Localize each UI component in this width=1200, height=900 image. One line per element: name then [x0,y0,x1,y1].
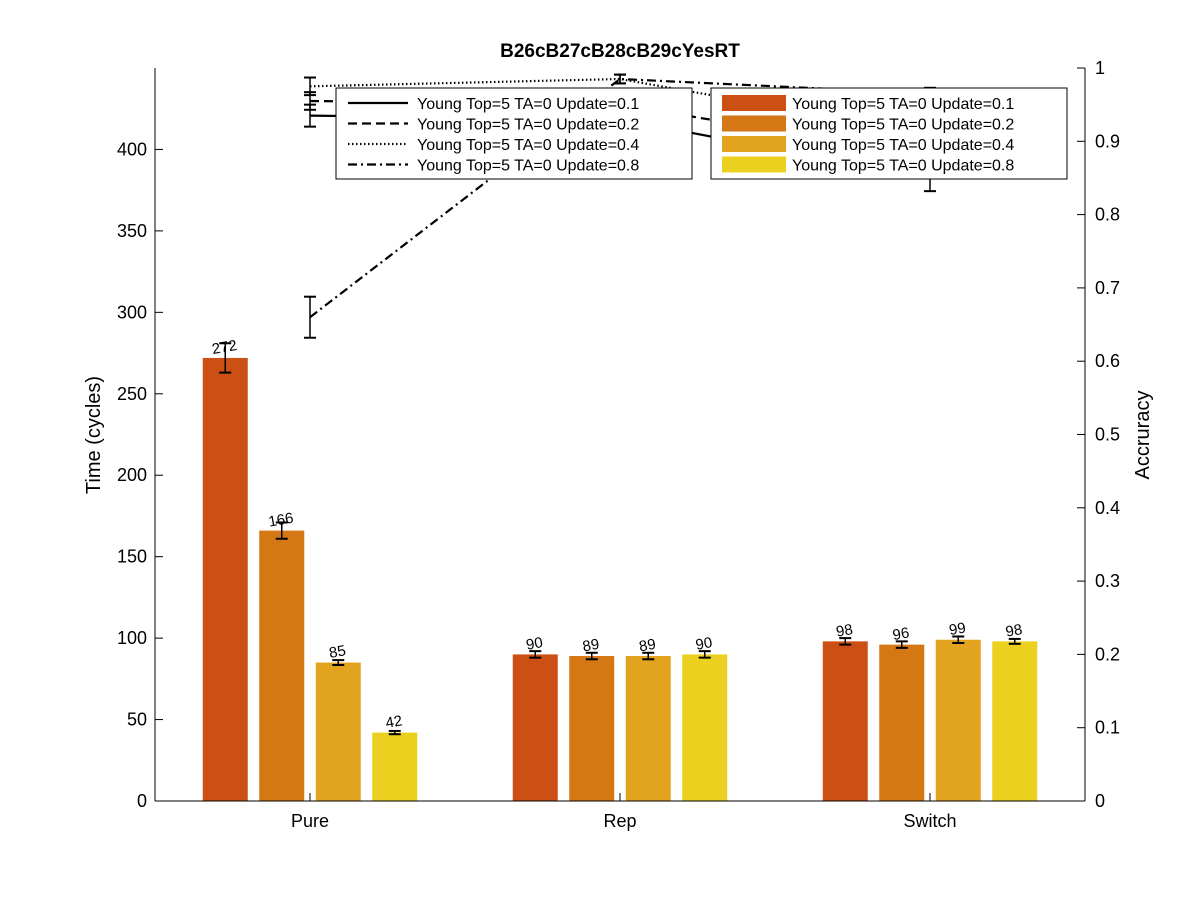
y2-tick-label: 1 [1095,58,1105,78]
y-tick-label: 50 [127,710,147,730]
line-error-bar [614,73,626,85]
y-tick-label: 400 [117,139,147,159]
bar [259,530,305,801]
bar [682,654,728,801]
y2-tick-label: 0.6 [1095,351,1120,371]
bar-error-bar [529,650,542,659]
line-legend-item: Young Top=5 TA=0 Update=0.4 [348,137,639,154]
bar-legend-label: Young Top=5 TA=0 Update=0.1 [792,96,1014,113]
bar [879,644,925,801]
bar-data-label: 90 [525,634,544,654]
bar-legend-label: Young Top=5 TA=0 Update=0.4 [792,137,1014,154]
bar-legend-item: Young Top=5 TA=0 Update=0.8 [722,156,1014,175]
bar-error-bar [952,635,965,644]
y2-axis-title: Accruracy [1132,391,1154,480]
bar-error-bar [642,651,655,661]
bar-legend-swatch [722,95,786,111]
bar-error-bar [332,659,345,666]
y2-tick-label: 0.4 [1095,498,1120,518]
line-legend-label: Young Top=5 TA=0 Update=0.1 [417,96,639,113]
y-tick-label: 250 [117,384,147,404]
y2-tick-label: 0.9 [1095,131,1120,151]
bar-error-bar [839,637,852,646]
bar-data-label: 98 [835,621,854,641]
bar [625,656,671,801]
y2-tick-label: 0.8 [1095,205,1120,225]
bar-error-bar [275,521,288,540]
line-legend-label: Young Top=5 TA=0 Update=0.8 [417,158,639,175]
right-axis-ticks: 0 0.1 0.2 0.3 0.4 0.5 0.6 0.7 0.8 0.9 1 [1077,58,1120,811]
bar-legend-swatch [722,156,786,173]
bar-legend-label: Young Top=5 TA=0 Update=0.2 [792,117,1014,134]
y-tick-label: 200 [117,465,147,485]
bar-data-label: 90 [694,634,713,654]
bar-data-label: 96 [891,624,910,644]
bar-legend-swatch [722,136,786,152]
bar-error-bar [895,640,908,649]
line-legend-label: Young Top=5 TA=0 Update=0.2 [417,117,639,134]
bar [372,732,418,801]
bar [992,641,1038,801]
line-error-bar [304,76,316,97]
bar-error-bar [585,651,598,661]
y2-tick-label: 0 [1095,791,1105,811]
bar-legend-swatch [722,115,786,132]
x-tick-label: Rep [603,811,636,831]
bar [569,656,615,801]
y2-tick-label: 0.3 [1095,571,1120,591]
bar-error-bar [219,342,232,374]
y-tick-label: 0 [137,791,147,811]
bar [315,662,361,801]
y2-tick-label: 0.5 [1095,425,1120,445]
bar-data-label: 42 [384,712,403,732]
bar-error-bar [1008,637,1021,645]
bar [512,654,558,801]
bar-legend-label: Young Top=5 TA=0 Update=0.8 [792,158,1014,175]
line-error-bar [304,295,316,339]
y2-tick-label: 0.7 [1095,278,1120,298]
bar-data-label: 166 [267,510,295,531]
bar-data-label: 89 [581,636,600,656]
y-axis-title: Time (cycles) [83,376,105,494]
line-legend: Young Top=5 TA=0 Update=0.1 Young Top=5 T… [335,87,693,180]
bar-error-bar [388,729,401,736]
bar-data-label: 99 [948,619,967,639]
bar-data-label: 272 [211,337,239,358]
y-tick-label: 300 [117,302,147,322]
bar-legend-item: Young Top=5 TA=0 Update=0.4 [722,136,1014,154]
chart-title: B26cB27cB28cB29cYesRT [500,41,740,62]
line-legend-item: Young Top=5 TA=0 Update=0.2 [348,117,639,134]
category-ticks: Pure Rep Switch [291,793,957,831]
y2-tick-label: 0.1 [1095,718,1120,738]
line-legend-item: Young Top=5 TA=0 Update=0.1 [348,96,639,113]
x-tick-label: Switch [903,811,956,831]
x-tick-label: Pure [291,811,329,831]
bar [822,641,868,801]
bar-error-bar [698,650,711,659]
bar-legend-item: Young Top=5 TA=0 Update=0.1 [722,95,1014,113]
line-legend-item: Young Top=5 TA=0 Update=0.8 [348,158,639,175]
bar-data-label: 85 [328,642,347,662]
bar-data-label: 98 [1004,621,1023,641]
bar [935,639,981,801]
y2-tick-label: 0.2 [1095,644,1120,664]
y-tick-label: 150 [117,547,147,567]
line-legend-label: Young Top=5 TA=0 Update=0.4 [417,137,639,154]
y-tick-label: 350 [117,221,147,241]
bar-data-label: 89 [638,636,657,656]
bar-legend-item: Young Top=5 TA=0 Update=0.2 [722,115,1014,134]
left-axis-ticks: 0 50 100 150 200 250 300 350 400 [117,139,163,811]
bar [202,357,248,801]
bars-layer: 272 90 98 166 89 96 85 89 99 42 90 98 [202,337,1038,801]
bar-legend: Young Top=5 TA=0 Update=0.1 Young Top=5 T… [710,87,1068,180]
y-tick-label: 100 [117,628,147,648]
